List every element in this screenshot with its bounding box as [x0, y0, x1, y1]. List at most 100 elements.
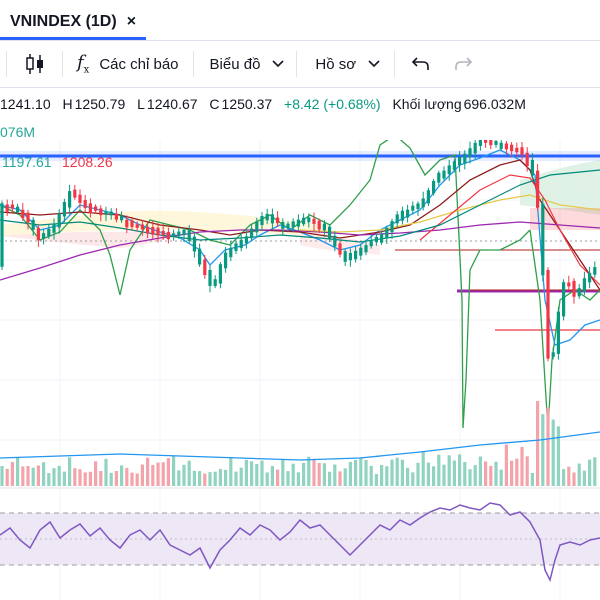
- volume-bar: [510, 460, 514, 486]
- candle-body: [140, 224, 144, 230]
- chart-label: Biểu đồ: [209, 55, 261, 73]
- redo-button[interactable]: [431, 41, 473, 87]
- candle-body: [151, 227, 155, 235]
- volume-bar: [473, 465, 477, 486]
- volume-bar: [432, 466, 436, 486]
- candle-body: [78, 194, 82, 203]
- candle-body: [546, 270, 550, 359]
- volume-bar: [57, 465, 61, 486]
- candle-body: [42, 233, 46, 239]
- candle-body: [270, 214, 274, 224]
- volume-bar: [229, 456, 233, 486]
- volume-bar: [192, 470, 196, 486]
- toolbar-separator: [394, 51, 396, 77]
- ma-line-purple: [0, 221, 600, 281]
- candle-body: [447, 165, 451, 175]
- candlestick-icon[interactable]: [8, 41, 62, 87]
- candle-body: [255, 221, 259, 233]
- volume-bar: [551, 419, 555, 486]
- volume-bar: [400, 459, 404, 486]
- volume-bar: [354, 459, 358, 486]
- volume-bar: [166, 458, 170, 486]
- candle-body: [88, 203, 92, 214]
- close-label: C: [209, 96, 220, 112]
- volume-bar: [530, 472, 534, 486]
- candle-body: [593, 267, 597, 275]
- candle-body: [530, 159, 534, 176]
- volume-bar: [364, 459, 368, 486]
- candle-body: [302, 217, 306, 225]
- oscillator-line-green: [0, 140, 531, 429]
- volume-ma-value: 076M: [0, 124, 36, 140]
- candle-body: [250, 228, 254, 239]
- price-chart[interactable]: 1197.61 1208.26: [0, 140, 600, 600]
- indicators-button[interactable]: fx Các chỉ báo: [63, 41, 179, 87]
- candle-body: [374, 236, 378, 243]
- volume-bar: [478, 456, 482, 486]
- volume-bar: [208, 472, 212, 486]
- volume-bar: [442, 464, 446, 486]
- candle-body: [380, 233, 384, 243]
- rsi-line: [0, 502, 600, 583]
- volume-bar: [52, 468, 56, 486]
- volume-bar: [130, 472, 134, 486]
- candle-body: [218, 264, 222, 284]
- volume-bar: [588, 459, 592, 486]
- function-icon: fx: [77, 52, 90, 76]
- volume-bar: [447, 455, 451, 486]
- volume-bar: [307, 456, 311, 486]
- undo-button[interactable]: [395, 41, 431, 87]
- candle-body: [364, 245, 368, 253]
- volume-bar: [463, 462, 467, 486]
- close-icon[interactable]: ×: [126, 12, 137, 30]
- volume-bar: [416, 462, 420, 486]
- chart-type-dropdown[interactable]: Biểu đồ: [194, 41, 285, 87]
- candle-body: [588, 272, 592, 283]
- volume-bar: [411, 472, 415, 486]
- volume-bar: [62, 471, 66, 486]
- volume-ma-line: [0, 431, 600, 461]
- volume-bar: [270, 465, 274, 486]
- chevron-down-icon: [368, 60, 380, 68]
- resistance-zone: [0, 151, 600, 161]
- candle-body: [130, 220, 134, 227]
- candle-body: [515, 147, 519, 153]
- volume-bar: [494, 461, 498, 486]
- volume-bar: [504, 444, 508, 486]
- candle-body: [458, 157, 462, 166]
- candle-body: [281, 222, 285, 229]
- volume-bar: [281, 459, 285, 486]
- ma-line-teal: [0, 169, 600, 243]
- ma-line-yellow: [299, 194, 600, 233]
- candle-body: [577, 288, 581, 297]
- volume-bar: [198, 471, 202, 486]
- volume-bar: [182, 464, 186, 486]
- volume-bar: [68, 457, 72, 486]
- candle-body: [556, 311, 560, 354]
- volume-bar: [255, 463, 259, 486]
- volume-bar: [265, 472, 269, 486]
- profile-dropdown[interactable]: Hồ sơ: [297, 41, 380, 87]
- tab-vnindex[interactable]: VNINDEX (1D) ×: [0, 6, 147, 40]
- volume-bar: [577, 463, 581, 486]
- volume-bar: [36, 465, 40, 486]
- candle-body: [187, 230, 191, 241]
- volume-bar: [260, 460, 264, 486]
- volume-bar: [322, 463, 326, 486]
- volume-bar: [140, 464, 144, 486]
- volume-bar: [213, 471, 217, 486]
- candle-body: [463, 153, 467, 164]
- candle-body: [161, 230, 165, 236]
- high-label: H: [62, 96, 73, 112]
- candle-body: [504, 143, 508, 150]
- volume-bar: [426, 462, 430, 486]
- candle-body: [572, 280, 576, 297]
- candle-body: [224, 252, 228, 269]
- candle-body: [57, 213, 61, 228]
- volume-bar: [120, 465, 124, 486]
- volume-bar: [452, 460, 456, 486]
- candle-body: [5, 204, 9, 212]
- candle-body: [562, 282, 566, 317]
- candle-body: [359, 247, 363, 256]
- volume-bar: [276, 469, 280, 486]
